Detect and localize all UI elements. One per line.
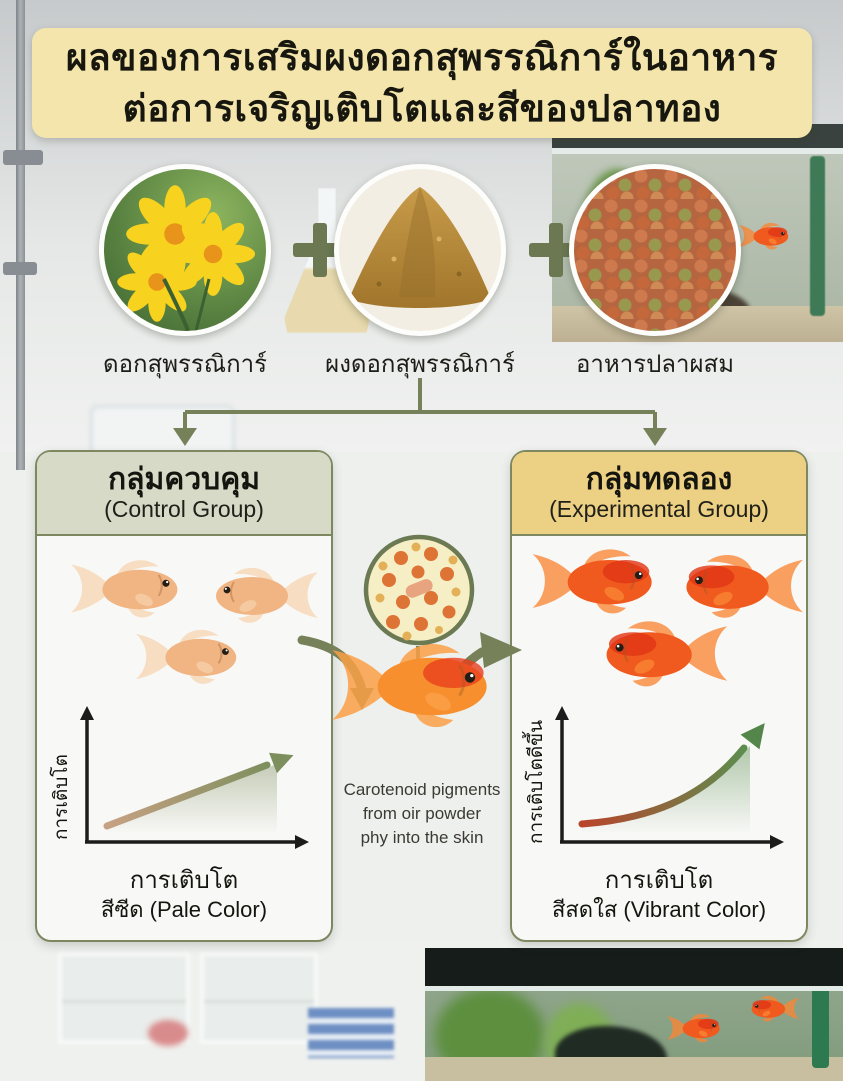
experimental-result-label: สีสดใส (Vibrant Color) (551, 897, 767, 922)
control-group-panel: กลุ่มควบคุม (Control Group) การเติบโต (35, 450, 333, 942)
aquarium-light (552, 148, 843, 154)
pigment-magnifier-circle (363, 534, 475, 646)
lab-cabinet (58, 952, 190, 1044)
pale-goldfish (70, 559, 179, 619)
lab-stand-clamp (3, 262, 37, 275)
fish-feed-pellets-photo (569, 164, 741, 336)
vibrant-goldfish (605, 620, 729, 688)
control-result-label: สีซีด (Pale Color) (100, 897, 268, 922)
powder-label: ผงดอกสุพรรณิการ์ (325, 351, 515, 378)
cabinet-shelf (204, 1000, 314, 1003)
control-group-header: กลุ่มควบคุม (Control Group) (37, 452, 331, 536)
goldfish-photo (666, 1013, 721, 1043)
pale-goldfish (134, 628, 238, 685)
lab-bench-photo (0, 940, 843, 1081)
lab-glassware (148, 1020, 188, 1046)
goldfish-photo (738, 222, 789, 250)
feed-label: อาหารปลาผสม (575, 351, 735, 378)
goldfish-photo (751, 995, 800, 1022)
plus-icon (293, 223, 347, 277)
experimental-group-header: กลุ่มทดลอง (Experimental Group) (512, 452, 806, 536)
experimental-growth-chart: การเติบโตดีขึ้น (522, 706, 784, 849)
aquarium-filter (812, 972, 829, 1068)
control-xlabel: การเติบโต (129, 867, 239, 894)
control-chart-ylabel: การเติบโต (49, 754, 72, 840)
title-banner: ผลของการเสริมผงดอกสุพรรณิการ์ในอาหาร ต่อ… (32, 28, 812, 138)
flower-label: ดอกสุพรรณิการ์ (103, 351, 267, 378)
aquarium-photo-bottom (425, 948, 843, 1081)
flower-powder-photo (334, 164, 506, 336)
experimental-chart-ylabel: การเติบโตดีขึ้น (522, 720, 547, 844)
branch-connector-arrows (173, 378, 667, 446)
caption-line-2: from oir powder (362, 803, 482, 823)
cosmos-flower-photo (99, 164, 271, 336)
control-growth-chart: การเติบโต (49, 706, 309, 849)
cabinet-shelf (62, 1000, 186, 1003)
aquarium-gravel (425, 1057, 843, 1081)
caption-line-1: Carotenoid pigments (343, 780, 501, 799)
lab-supplies-box (308, 1008, 394, 1058)
experimental-xlabel: การเติบโต (604, 867, 714, 894)
vibrant-goldfish (531, 548, 653, 615)
lab-stand-pole (16, 0, 25, 470)
control-group-title-th: กลุ่มควบคุม (107, 463, 261, 496)
pigment-capsule (405, 579, 433, 598)
aquarium-filter (810, 156, 825, 316)
control-group-title-en: (Control Group) (104, 496, 264, 522)
flower-illustration (117, 185, 256, 331)
aquarium-frame (425, 948, 843, 986)
aquarium-light (425, 986, 843, 991)
carotenoid-dots-small (375, 542, 461, 641)
title-line-2: ต่อการเจริญเติบโตและสีของปลาทอง (122, 88, 722, 129)
lab-cabinet (200, 952, 318, 1044)
carotenoid-caption: Carotenoid pigments from oir powder phy … (330, 778, 514, 849)
title-line-1: ผลของการเสริมผงดอกสุพรรณิการ์ในอาหาร (65, 36, 779, 78)
experimental-group-title-en: (Experimental Group) (549, 496, 769, 522)
experimental-group-title-th: กลุ่มทดลอง (585, 463, 733, 496)
caption-line-3: phy into the skin (360, 827, 484, 847)
carotenoid-dots-large (382, 547, 456, 631)
powder-pile-illustration (349, 187, 491, 308)
lab-stand-clamp (3, 150, 43, 165)
experimental-group-panel: กลุ่มทดลอง (Experimental Group) การเติบโ… (510, 450, 808, 942)
